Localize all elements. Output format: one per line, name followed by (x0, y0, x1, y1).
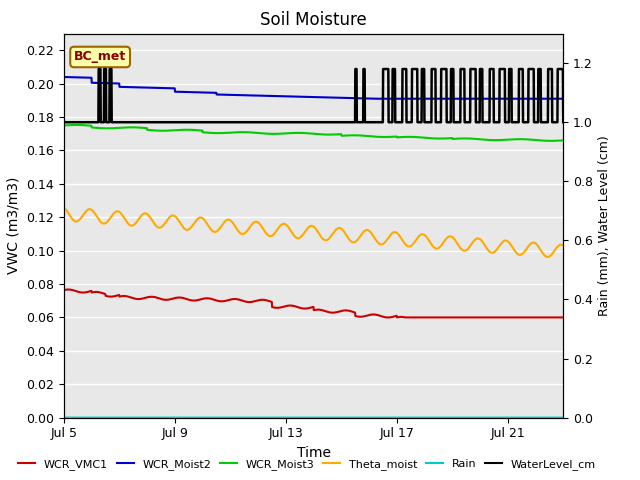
Title: Soil Moisture: Soil Moisture (260, 11, 367, 29)
Y-axis label: Rain (mm), Water Level (cm): Rain (mm), Water Level (cm) (598, 135, 611, 316)
Text: BC_met: BC_met (74, 50, 126, 63)
X-axis label: Time: Time (296, 446, 331, 460)
Legend: WCR_VMC1, WCR_Moist2, WCR_Moist3, Theta_moist, Rain, WaterLevel_cm: WCR_VMC1, WCR_Moist2, WCR_Moist3, Theta_… (14, 455, 600, 474)
Y-axis label: VWC (m3/m3): VWC (m3/m3) (7, 177, 20, 274)
